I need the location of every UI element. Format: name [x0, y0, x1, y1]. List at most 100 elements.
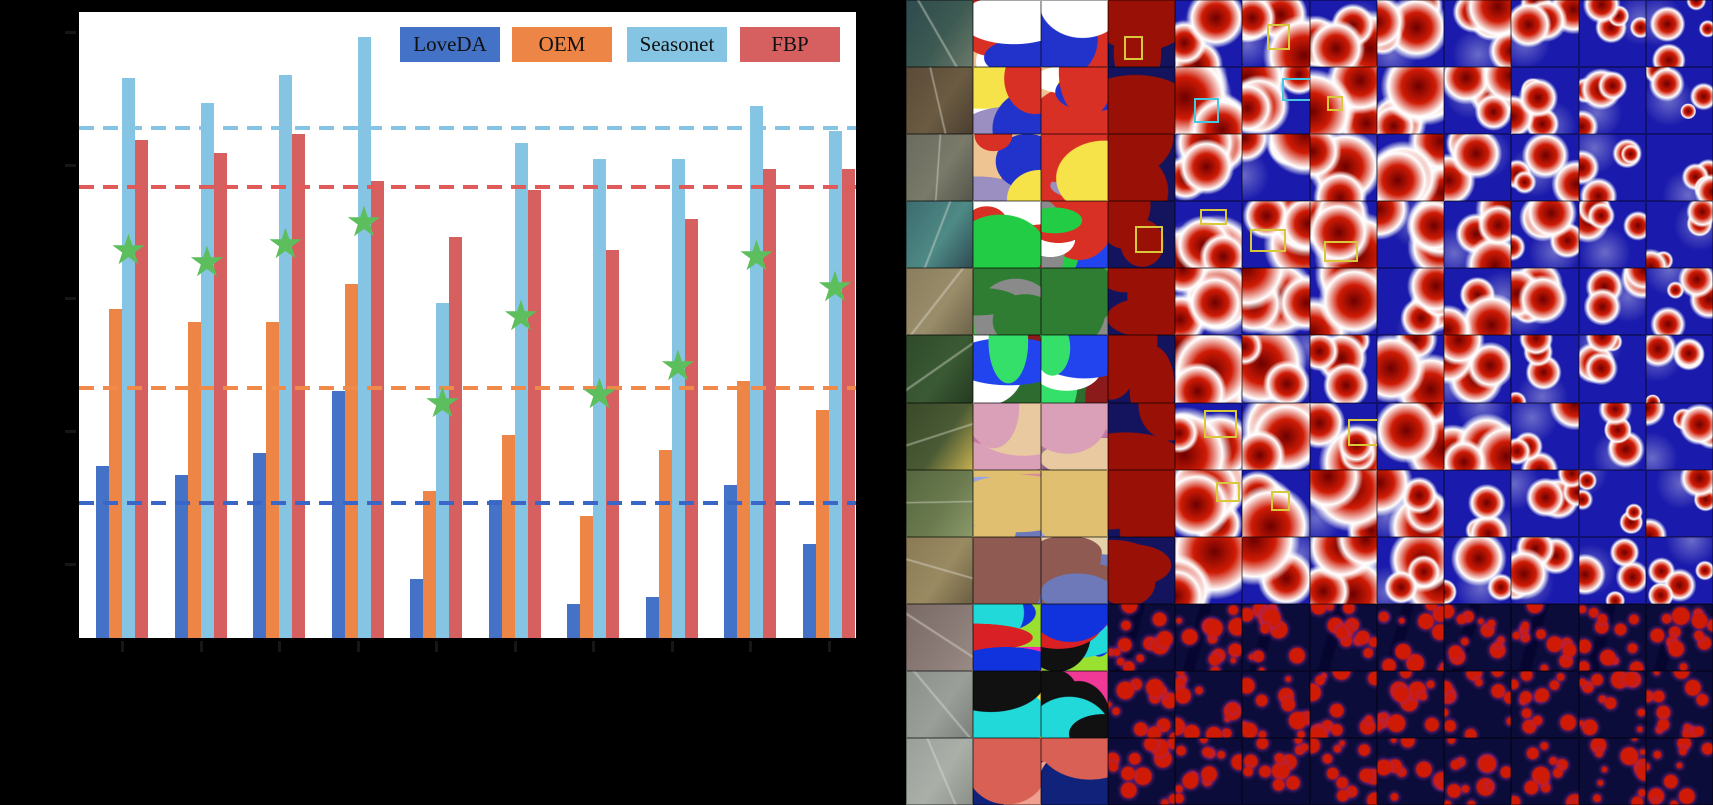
heatmap-tile-r12c9: [1444, 737, 1512, 805]
heatmap-tile-r10c4: [1107, 603, 1175, 671]
bar-oem-group4: [344, 284, 358, 638]
satellite-image-tile-r9c1: [906, 536, 974, 604]
heatmap-tile-r12c10: [1511, 737, 1579, 805]
satellite-image-tile-r10c1: [906, 603, 974, 671]
x-axis-tick: [435, 641, 438, 652]
heatmap-tile-r12c8: [1376, 737, 1444, 805]
heatmap-tile-r4c12: [1645, 201, 1713, 269]
heatmap-tile-r8c8: [1376, 469, 1444, 537]
bar-loveda-group7: [567, 603, 580, 638]
heatmap-tile-r5c10: [1511, 268, 1579, 336]
heatmap-tile-r10c7: [1309, 603, 1377, 671]
star-marker-group8: ★: [659, 340, 697, 390]
annotation-box-icon: [1326, 96, 1343, 112]
gt-mask-tile-r4c2: [973, 201, 1041, 269]
bar-oem-group2: [187, 321, 201, 638]
bar-fbp-group7: [606, 249, 619, 638]
x-axis-tick: [749, 641, 752, 652]
annotation-box-icon: [1324, 241, 1358, 262]
heatmap-tile-r1c8: [1376, 0, 1444, 68]
satellite-image-tile-r11c1: [906, 670, 974, 738]
y-axis-tick: [65, 563, 76, 566]
heatmap-tile-r10c9: [1444, 603, 1512, 671]
annotation-box-icon: [1193, 98, 1220, 123]
heatmap-tile-r6c9: [1444, 335, 1512, 403]
heatmap-tile-r8c10: [1511, 469, 1579, 537]
pred-mask-tile-r3c3: [1040, 134, 1108, 202]
average-line-oem: [79, 385, 856, 390]
star-marker-group4: ★: [345, 196, 383, 246]
heatmap-tile-r9c9: [1444, 536, 1512, 604]
heatmap-tile-r12c5: [1175, 737, 1243, 805]
heatmap-tile-r2c9: [1444, 67, 1512, 135]
bar-chart-panel: ★ ★ ★ ★ ★ ★ ★ ★ ★ ★ LoveDA OEM Seasonet FBP: [65, 10, 858, 652]
heatmap-tile-r9c10: [1511, 536, 1579, 604]
satellite-image-tile-r8c1: [906, 469, 974, 537]
heatmap-tile-r4c9: [1444, 201, 1512, 269]
legend-label-oem: OEM: [538, 32, 586, 56]
bar-seasonet-group2: [200, 102, 214, 638]
heatmap-tile-r3c10: [1511, 134, 1579, 202]
image-grid-panel: [906, 0, 1713, 805]
gt-mask-tile-r9c2: [973, 536, 1041, 604]
x-axis-tick: [121, 641, 124, 652]
heatmap-tile-r11c7: [1309, 670, 1377, 738]
heatmap-tile-r8c9: [1444, 469, 1512, 537]
heatmap-tile-r9c4: [1107, 536, 1175, 604]
y-axis-tick: [65, 31, 76, 34]
x-axis-tick: [592, 641, 595, 652]
heatmap-tile-r1c10: [1511, 0, 1579, 68]
x-axis-tick: [513, 641, 517, 652]
bar-oem-group5: [423, 490, 436, 638]
pred-mask-tile-r12c3: [1040, 737, 1108, 805]
legend-item-loveda: LoveDA: [400, 27, 500, 62]
heatmap-tile-r11c10: [1511, 670, 1579, 738]
annotation-box-icon: [1204, 409, 1238, 439]
bar-loveda-group9: [724, 484, 737, 638]
heatmap-tile-r6c7: [1309, 335, 1377, 403]
heatmap-tile-r9c5: [1175, 536, 1243, 604]
heatmap-tile-r8c12: [1645, 469, 1713, 537]
heatmap-tile-r2c12: [1645, 67, 1713, 135]
pred-mask-tile-r10c3: [1040, 603, 1108, 671]
heatmap-tile-r10c6: [1242, 603, 1310, 671]
heatmap-tile-r6c5: [1175, 335, 1243, 403]
heatmap-tile-r5c9: [1444, 268, 1512, 336]
bar-seasonet-group8: [671, 159, 685, 638]
heatmap-tile-r7c5: [1175, 402, 1243, 470]
y-axis-tick: [65, 164, 76, 167]
bar-loveda-group5: [410, 578, 423, 638]
bar-loveda-group4: [331, 390, 345, 638]
annotation-box-icon: [1215, 481, 1240, 502]
heatmap-tile-r7c4: [1107, 402, 1175, 470]
star-marker-group7: ★: [580, 368, 619, 418]
average-line-seasonet: [79, 125, 856, 130]
pred-mask-tile-r9c3: [1040, 536, 1108, 604]
heatmap-tile-r12c11: [1578, 737, 1646, 805]
heatmap-tile-r8c5: [1175, 469, 1243, 537]
heatmap-tile-r4c5: [1175, 201, 1243, 269]
heatmap-tile-r2c10: [1511, 67, 1579, 135]
heatmap-tile-r1c7: [1309, 0, 1377, 68]
heatmap-tile-r2c8: [1376, 67, 1444, 135]
bar-seasonet-group5: [436, 303, 449, 638]
heatmap-tile-r4c8: [1376, 201, 1444, 269]
legend-label-fbp: FBP: [771, 32, 809, 56]
x-axis-tick: [827, 641, 831, 652]
heatmap-tile-r7c6: [1242, 402, 1310, 470]
star-marker-group6: ★: [502, 290, 540, 340]
bar-seasonet-group1: [122, 77, 135, 638]
annotation-box-icon: [1282, 78, 1310, 102]
heatmap-tile-r9c11: [1578, 536, 1646, 604]
pred-mask-tile-r4c3: [1040, 201, 1108, 269]
heatmap-tile-r3c9: [1444, 134, 1512, 202]
bar-seasonet-group3: [279, 74, 292, 638]
heatmap-tile-r2c4: [1107, 67, 1175, 135]
gt-mask-tile-r5c2: [973, 268, 1041, 336]
heatmap-tile-r6c4: [1107, 335, 1175, 403]
heatmap-tile-r7c11: [1578, 402, 1646, 470]
satellite-image-tile-r5c1: [906, 268, 974, 336]
satellite-image-tile-r12c1: [906, 737, 974, 805]
heatmap-tile-r11c5: [1175, 670, 1243, 738]
heatmap-tile-r7c12: [1645, 402, 1713, 470]
